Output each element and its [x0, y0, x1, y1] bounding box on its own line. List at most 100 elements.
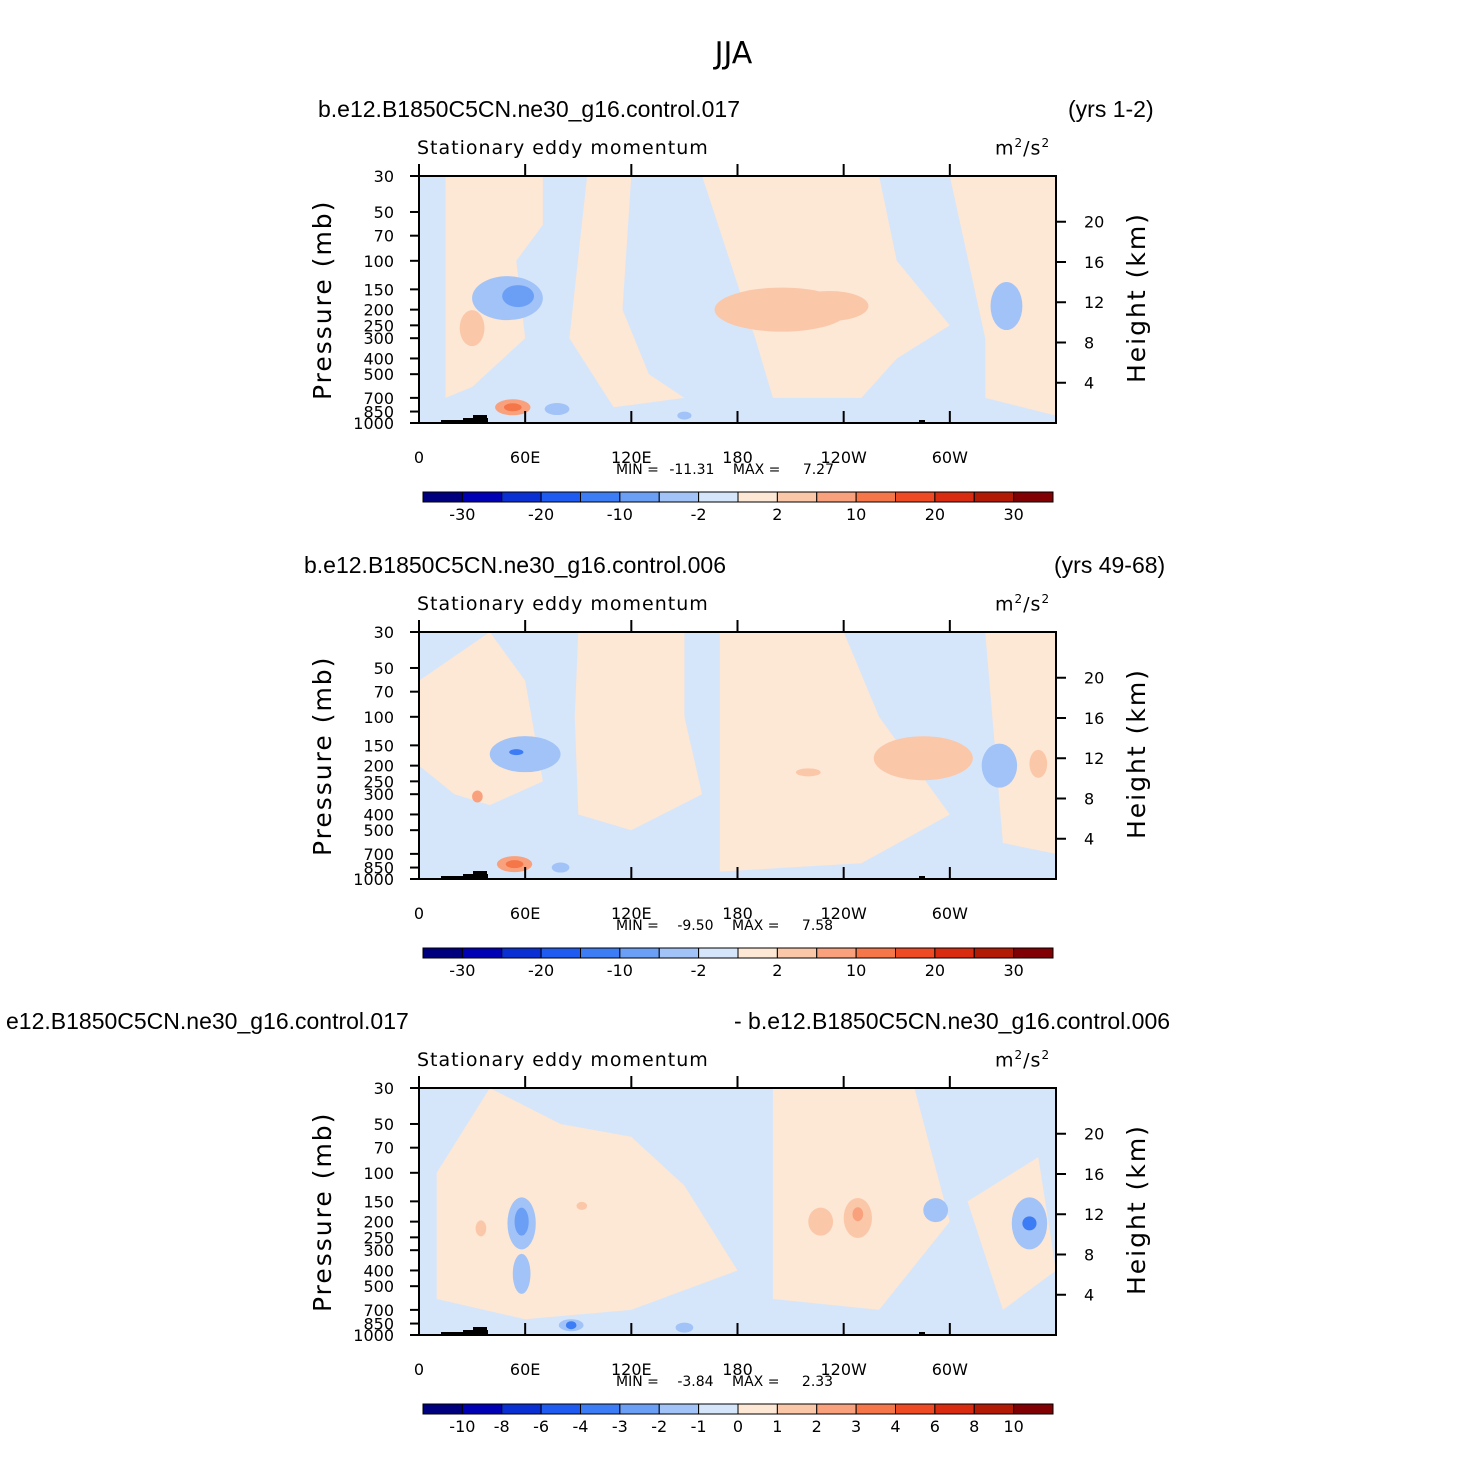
- panel3-ytick-label: 200: [363, 1213, 394, 1232]
- panel1-contour-cell: [459, 310, 485, 347]
- panel3-xtick-label: 60W: [932, 1360, 968, 1379]
- panel1-contour-region: [569, 176, 685, 408]
- panel3-topography: [919, 1332, 925, 1335]
- panel2-colorbar-label: -20: [528, 961, 554, 980]
- panel3-colorbar-box: [895, 1403, 936, 1415]
- panel1-xtick-label: 120W: [820, 448, 867, 467]
- panel1-case-left: b.e12.B1850C5CN.ne30_g16.control.017: [318, 96, 740, 122]
- panel2-colorbar-box: [776, 947, 818, 959]
- panel1-ytick-label: 400: [363, 349, 394, 368]
- panel1-colorbar-box: [934, 491, 975, 503]
- panel2-plot: 3050701001502002503004005007008501000201…: [353, 620, 1104, 980]
- panel2-xtick-label: 60E: [510, 904, 540, 923]
- panel3-colorbar-label: 10: [1003, 1417, 1023, 1436]
- panel3-colorbar-label: 3: [851, 1417, 861, 1436]
- panel1-xtick-label: 180: [722, 448, 753, 467]
- panel2-ytick-label: 400: [363, 805, 394, 824]
- panel2-contour-cell: [1029, 749, 1048, 778]
- panel2-ytick-label: 1000: [353, 870, 394, 889]
- panel1-colorbar-box: [776, 491, 818, 503]
- panel3-colorbar-label: 4: [890, 1417, 900, 1436]
- panel1-colorbar-box: [698, 491, 739, 503]
- panel1-xtick-label: 60W: [932, 448, 968, 467]
- panel3-colorbar-box: [737, 1403, 778, 1415]
- panel2-colorbar-box: [698, 947, 739, 959]
- panel3-contour-cell: [576, 1201, 588, 1210]
- panel1-ytick-label: 70: [374, 227, 394, 246]
- panel1-colorbar-box: [895, 491, 936, 503]
- panel3-contour-cell: [852, 1207, 864, 1222]
- panel3-colorbar-box: [1013, 1403, 1054, 1415]
- panel3-colorbar-label: -8: [494, 1417, 510, 1436]
- panel2-contour-cell: [873, 736, 973, 781]
- panel2-left-string: Stationary eddy momentum: [417, 593, 709, 615]
- panel3-ytick-label: 400: [363, 1261, 394, 1280]
- panel3-ytick-label: 1000: [353, 1326, 394, 1345]
- panel3-colorbar-box: [501, 1403, 542, 1415]
- panel3-contour-cell: [675, 1322, 694, 1333]
- panel3-htick-label: 20: [1084, 1125, 1104, 1144]
- panel3-ytick-label: 250: [363, 1228, 394, 1247]
- panel2-colorbar-box: [895, 947, 936, 959]
- panel1-htick-label: 4: [1084, 374, 1094, 393]
- panel1-colorbar-label: 10: [846, 505, 866, 524]
- panel3-colorbar-box: [580, 1403, 621, 1415]
- panel3-case-left: e12.B1850C5CN.ne30_g16.control.017: [6, 1008, 409, 1034]
- panel1-colorbar-box: [422, 491, 463, 503]
- panel3-contour-cell: [475, 1220, 487, 1237]
- panel3-contour-region: [967, 1157, 1056, 1310]
- panel2-ytick-label: 300: [363, 785, 394, 804]
- panel3-ytick-label: 850: [363, 1315, 394, 1334]
- panel3-contour-cell: [514, 1207, 529, 1236]
- panel3-contour-region: [436, 1088, 738, 1320]
- panel1-ytick-label: 300: [363, 329, 394, 348]
- panel2-ytick-label: 700: [363, 845, 394, 864]
- panel3-contour-cell: [512, 1253, 531, 1294]
- panel2-case-right: (yrs 49-68): [1054, 552, 1166, 578]
- panel1-ytick-label: 150: [363, 280, 394, 299]
- panel2-topography: [919, 876, 925, 879]
- panel2-contour-cell: [795, 768, 821, 777]
- panel3-colorbar-label: 1: [772, 1417, 782, 1436]
- panel3-colorbar-box: [461, 1403, 503, 1415]
- panel1-colorbar-label: 30: [1003, 505, 1023, 524]
- panel3-htick-label: 8: [1084, 1245, 1094, 1264]
- panel1-case-right: (yrs 1-2): [1068, 96, 1154, 122]
- panel1-contour-region: [702, 176, 950, 398]
- panel2-colorbar-box: [816, 947, 857, 959]
- panel3-plot: 3050701001502002503004005007008501000201…: [353, 1076, 1104, 1436]
- panel1-xtick-label: 120E: [611, 448, 652, 467]
- panel3-colorbar-box: [934, 1403, 975, 1415]
- panel3-contour-cell: [923, 1198, 949, 1223]
- panel2-htick-label: 16: [1084, 709, 1104, 728]
- panel2-case-left: b.e12.B1850C5CN.ne30_g16.control.006: [304, 552, 726, 578]
- panel3-colorbar-label: 2: [812, 1417, 822, 1436]
- panel3-colorbar-label: 8: [969, 1417, 979, 1436]
- panel1-ytick-label: 700: [363, 389, 394, 408]
- panel2-contour-cell: [505, 860, 524, 869]
- panel3-case-right: - b.e12.B1850C5CN.ne30_g16.control.006: [734, 1008, 1171, 1034]
- panel1-ytick-label: 30: [374, 167, 394, 186]
- panel1-htick-label: 20: [1084, 213, 1104, 232]
- panel3-ytick-label: 50: [374, 1115, 394, 1134]
- panel2-htick-label: 12: [1084, 749, 1104, 768]
- panel1-ytick-label: 50: [374, 203, 394, 222]
- panel1-htick-label: 12: [1084, 293, 1104, 312]
- panel2-colorbar-box: [658, 947, 700, 959]
- panel2-contour-cell: [551, 862, 570, 873]
- panel3-colorbar-label: -3: [612, 1417, 628, 1436]
- panel1-colorbar-box: [580, 491, 621, 503]
- panel3-xtick-label: 120E: [611, 1360, 652, 1379]
- panel2-contour-cell: [981, 743, 1018, 788]
- panel3-ytick-label: 100: [363, 1164, 394, 1183]
- panel2-colorbar-label: 10: [846, 961, 866, 980]
- panel3-xtick-label: 180: [722, 1360, 753, 1379]
- panel2-colorbar-label: -2: [691, 961, 707, 980]
- panel2-ytick-label: 70: [374, 683, 394, 702]
- panel2-contour-region: [719, 632, 950, 872]
- panel2-contour-cell: [509, 749, 524, 756]
- panel3-colorbar-box: [422, 1403, 463, 1415]
- panel2-contour-cell: [489, 736, 561, 773]
- panel2-ytick-label: 200: [363, 757, 394, 776]
